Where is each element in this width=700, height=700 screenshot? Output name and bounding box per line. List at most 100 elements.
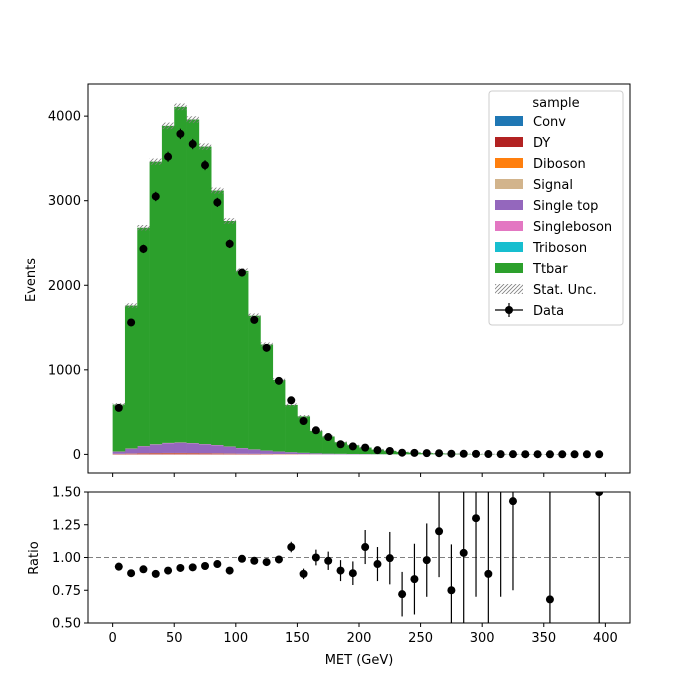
ratio-point	[373, 560, 382, 569]
ratio-y-ticks: 0.50 0.75 1.00 1.25 1.50	[52, 486, 88, 632]
stat-unc-band	[223, 218, 236, 224]
bar-ttbar	[186, 119, 200, 444]
bar-single-top	[174, 442, 187, 453]
ratio-point	[114, 562, 123, 571]
legend-label: Single top	[533, 199, 598, 214]
ratio-panel: 0.50 0.75 1.00 1.25 1.50 0 50 100 150 200 250 300 3…	[27, 486, 631, 668]
bar-single-top	[285, 452, 298, 454]
x-tick-label: 350	[531, 631, 556, 646]
data-point	[385, 447, 394, 456]
bar-single-top	[235, 448, 249, 454]
data-point	[472, 449, 481, 458]
bar-single-top	[248, 449, 261, 454]
data-point	[274, 376, 283, 385]
data-points	[114, 128, 604, 459]
ratio-point	[274, 555, 283, 564]
x-tick-label: 150	[285, 631, 310, 646]
bar-ttbar	[174, 106, 187, 443]
ratio-point	[262, 558, 271, 567]
x-tick-label: 0	[108, 631, 116, 646]
bar-ttbar	[149, 161, 163, 445]
bar-single-top	[297, 452, 311, 455]
legend-label: DY	[533, 136, 550, 151]
legend-swatch-stat-unc	[495, 284, 523, 294]
ratio-point	[151, 569, 160, 578]
ratio-point	[164, 566, 173, 575]
ratio-y-tick-label: 1.25	[52, 518, 81, 533]
x-tick-label: 300	[470, 631, 495, 646]
main-panel: 0 1000 2000 3000 4000 Events sample Conv DY Di…	[24, 83, 631, 477]
bar-single-top	[334, 453, 347, 455]
data-point	[361, 443, 370, 452]
bar-ttbar	[285, 404, 298, 453]
ratio-point	[201, 562, 210, 571]
data-point	[595, 450, 604, 459]
bar-ttbar	[260, 344, 274, 451]
stat-unc-band	[248, 313, 261, 318]
data-point	[262, 343, 271, 352]
legend-swatch-single-top	[495, 200, 523, 210]
bar-single-top	[124, 448, 138, 454]
bar-dy	[223, 453, 237, 455]
data-point	[459, 449, 468, 458]
bar-ttbar	[235, 270, 249, 449]
data-point	[324, 433, 333, 442]
data-point	[545, 450, 554, 459]
bar-dy	[161, 453, 175, 455]
bar-single-top	[186, 443, 200, 454]
ratio-point	[311, 553, 320, 562]
ratio-point	[348, 569, 357, 578]
stat-unc-band	[174, 103, 187, 111]
bar-ttbar	[309, 430, 323, 454]
legend-swatch-ttbar	[495, 263, 523, 273]
data-point	[127, 318, 136, 327]
stat-unc-band	[137, 225, 150, 231]
ratio-point	[595, 492, 604, 496]
bar-dy	[137, 453, 150, 455]
bar-ttbar	[137, 227, 150, 447]
ratio-x-ticks: 0 50 100 150 200 250 300 350 400	[108, 623, 618, 646]
ratio-point	[237, 554, 246, 563]
legend-swatch-signal	[495, 179, 523, 189]
stat-unc-band	[149, 158, 162, 165]
bar-ttbar	[272, 379, 286, 452]
ratio-point	[508, 497, 517, 506]
ratio-y-axis-label: Ratio	[27, 541, 42, 574]
data-point	[508, 450, 517, 459]
data-point	[410, 448, 419, 457]
bar-single-top	[260, 450, 274, 454]
ratio-y-tick-label: 1.50	[52, 486, 81, 501]
bar-single-top	[309, 453, 323, 455]
bar-single-top	[161, 443, 175, 453]
data-point	[521, 450, 530, 459]
legend-swatch-triboson	[495, 242, 523, 252]
data-point	[582, 450, 591, 459]
data-point	[496, 450, 505, 459]
x-tick-label: 200	[347, 631, 372, 646]
legend-swatch-diboson	[495, 158, 523, 168]
legend: sample Conv DY Diboson Signal Single top Sing…	[488, 90, 624, 326]
bar-ttbar	[322, 436, 335, 454]
data-point	[398, 448, 407, 457]
main-y-tick-label: 1000	[48, 363, 81, 378]
ratio-y-tick-label: 1.00	[52, 551, 81, 566]
bar-single-top	[112, 451, 126, 454]
ratio-y-tick-label: 0.75	[52, 584, 81, 599]
x-tick-label: 50	[166, 631, 183, 646]
stat-unc-band	[198, 143, 212, 150]
stat-unc-band	[161, 122, 175, 130]
data-point	[213, 198, 222, 207]
stat-unc-band	[297, 415, 310, 418]
ratio-point	[250, 556, 259, 565]
data-point	[435, 449, 444, 458]
ratio-point	[336, 566, 345, 575]
bar-ttbar	[211, 190, 224, 446]
data-point	[422, 449, 431, 458]
ratio-point	[484, 569, 493, 578]
ratio-points	[114, 492, 604, 623]
data-point	[570, 450, 579, 459]
legend-label: Stat. Unc.	[533, 283, 597, 298]
bar-dy	[198, 453, 212, 455]
legend-swatch-singleboson	[495, 221, 523, 231]
